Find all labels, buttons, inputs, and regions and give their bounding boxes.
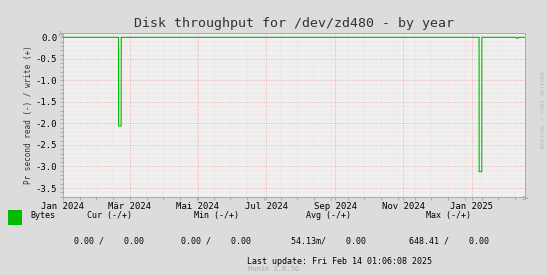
Title: Disk throughput for /dev/zd480 - by year: Disk throughput for /dev/zd480 - by year xyxy=(134,17,454,31)
Text: Avg (-/+): Avg (-/+) xyxy=(306,211,351,220)
Text: 0.00 /    0.00: 0.00 / 0.00 xyxy=(74,236,144,245)
Text: RRDTOOL / TOBI OETIKER: RRDTOOL / TOBI OETIKER xyxy=(541,72,546,148)
Text: 54.13m/    0.00: 54.13m/ 0.00 xyxy=(290,236,366,245)
Text: Last update: Fri Feb 14 01:06:08 2025: Last update: Fri Feb 14 01:06:08 2025 xyxy=(247,257,432,266)
Text: 0.00 /    0.00: 0.00 / 0.00 xyxy=(181,236,251,245)
Text: Max (-/+): Max (-/+) xyxy=(426,211,471,220)
Text: Munin 2.0.56: Munin 2.0.56 xyxy=(248,266,299,272)
Text: 648.41 /    0.00: 648.41 / 0.00 xyxy=(409,236,488,245)
Text: Min (-/+): Min (-/+) xyxy=(194,211,238,220)
Text: Cur (-/+): Cur (-/+) xyxy=(87,211,132,220)
Bar xyxy=(8,210,22,225)
Y-axis label: Pr second read (-) / write (+): Pr second read (-) / write (+) xyxy=(24,45,33,184)
Text: Bytes: Bytes xyxy=(30,211,55,220)
